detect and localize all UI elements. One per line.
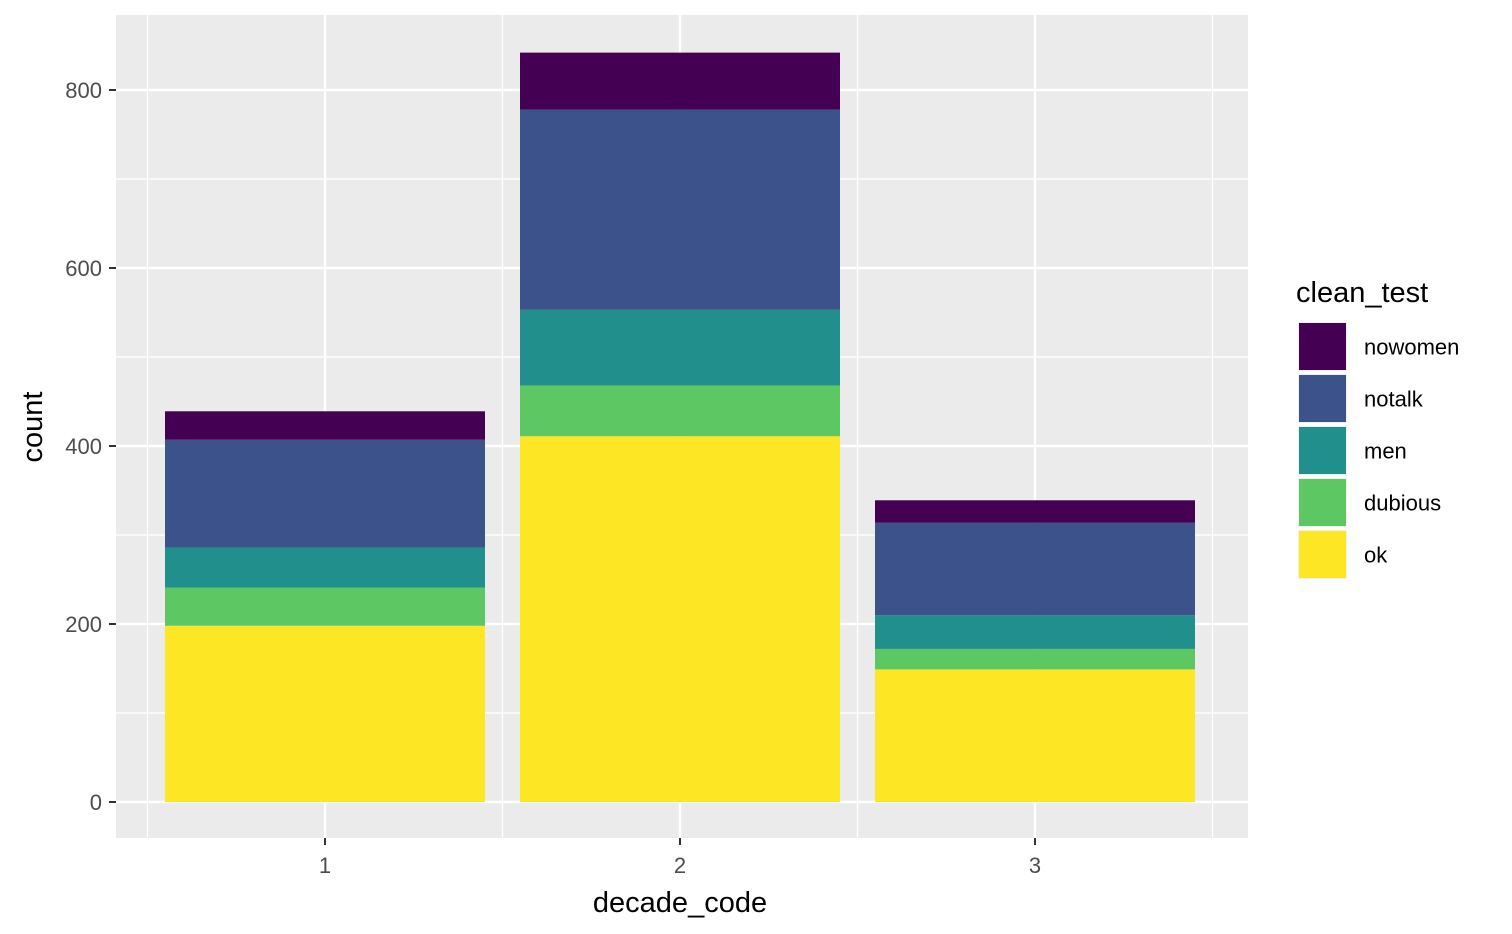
bar-segment-ok-2 [520,436,840,802]
bar-segment-nowomen-3 [875,500,1195,523]
bar-segment-ok-1 [165,625,485,802]
x-tick-label: 2 [674,853,686,878]
y-tick-label: 800 [65,78,102,103]
legend-label-notalk: notalk [1364,387,1424,412]
y-tick-label: 200 [65,612,102,637]
bars [165,52,1195,802]
x-axis: 1 2 3 [319,838,1041,878]
bar-segment-dubious-1 [165,587,485,626]
bar-segment-nowomen-2 [520,52,840,110]
y-tick-label: 600 [65,256,102,281]
legend-swatch-nowomen [1299,323,1346,370]
x-tick-label: 3 [1029,853,1041,878]
y-tick-label: 0 [90,790,102,815]
y-tick-label: 400 [65,434,102,459]
bar-segment-dubious-3 [875,648,1195,670]
bar-segment-notalk-3 [875,522,1195,616]
x-axis-title: decade_code [593,887,767,919]
bar-segment-dubious-2 [520,385,840,437]
legend-swatch-men [1299,427,1346,474]
bar-segment-men-1 [165,547,485,588]
legend-swatch-ok [1299,531,1346,578]
bar-segment-notalk-1 [165,439,485,548]
legend-title: clean_test [1296,277,1428,309]
bar-segment-nowomen-1 [165,411,485,440]
legend-swatch-dubious [1299,479,1346,526]
y-axis: 0 200 400 600 800 [65,78,116,815]
legend-label-nowomen: nowomen [1364,335,1459,360]
legend-label-dubious: dubious [1364,491,1441,516]
legend-swatch-notalk [1299,375,1346,422]
bar-segment-men-2 [520,309,840,386]
bar-segment-notalk-2 [520,109,840,310]
bar-segment-ok-3 [875,669,1195,802]
bar-segment-men-3 [875,615,1195,649]
legend-label-men: men [1364,439,1407,464]
legend: clean_test nowomen notalk men dubious ok [1296,277,1459,579]
x-tick-label: 1 [319,853,331,878]
legend-label-ok: ok [1364,543,1388,568]
y-axis-title: count [17,392,49,463]
